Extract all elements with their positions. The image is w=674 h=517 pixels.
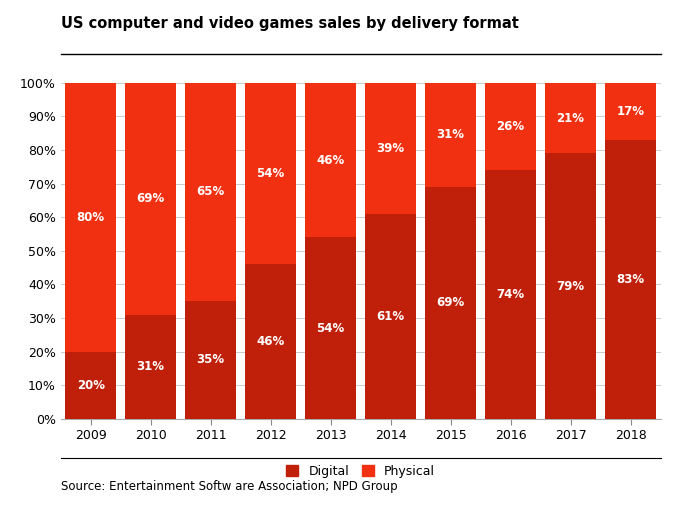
Text: 79%: 79% (557, 280, 584, 293)
Text: 65%: 65% (197, 186, 224, 199)
Bar (305, 83, 356, 237)
Bar (365, 83, 416, 214)
Text: 20%: 20% (77, 378, 104, 392)
Bar (485, 83, 536, 170)
Bar (485, 170, 536, 419)
Bar (245, 264, 296, 419)
Bar (425, 83, 476, 187)
Text: 31%: 31% (437, 128, 464, 141)
Text: 61%: 61% (377, 310, 404, 323)
Bar (365, 214, 416, 419)
Text: 74%: 74% (497, 288, 524, 301)
Text: 54%: 54% (317, 322, 344, 334)
Legend: Digital, Physical: Digital, Physical (280, 459, 441, 484)
Text: Source: Entertainment Softw are Association; NPD Group: Source: Entertainment Softw are Associat… (61, 480, 397, 493)
Bar (545, 83, 596, 153)
Text: 35%: 35% (197, 354, 224, 367)
Bar (245, 83, 296, 264)
Bar (185, 301, 236, 419)
Bar (65, 352, 116, 419)
Text: 83%: 83% (617, 273, 644, 286)
Bar (605, 140, 656, 419)
Bar (125, 314, 176, 419)
Text: 54%: 54% (257, 167, 284, 180)
Text: 46%: 46% (257, 335, 284, 348)
Bar (305, 237, 356, 419)
Text: 21%: 21% (557, 112, 584, 125)
Text: 69%: 69% (137, 192, 164, 205)
Text: 80%: 80% (77, 210, 104, 224)
Bar (125, 83, 176, 314)
Bar (545, 153, 596, 419)
Text: 31%: 31% (137, 360, 164, 373)
Bar (425, 187, 476, 419)
Text: 69%: 69% (437, 296, 464, 309)
Text: 17%: 17% (617, 105, 644, 118)
Text: US computer and video games sales by delivery format: US computer and video games sales by del… (61, 16, 518, 31)
Text: 46%: 46% (317, 154, 344, 166)
Bar (605, 83, 656, 140)
Bar (65, 83, 116, 352)
Text: 39%: 39% (377, 142, 404, 155)
Bar (185, 83, 236, 301)
Text: 26%: 26% (497, 120, 524, 133)
